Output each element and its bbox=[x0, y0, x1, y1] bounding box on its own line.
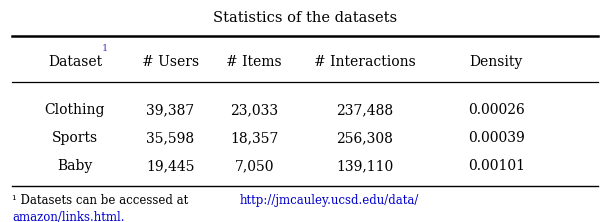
Text: http://jmcauley.ucsd.edu/data/: http://jmcauley.ucsd.edu/data/ bbox=[240, 194, 419, 207]
Text: 0.00101: 0.00101 bbox=[468, 159, 525, 173]
Text: Density: Density bbox=[470, 55, 523, 69]
Text: 139,110: 139,110 bbox=[336, 159, 393, 173]
Text: 19,445: 19,445 bbox=[146, 159, 195, 173]
Text: 7,050: 7,050 bbox=[234, 159, 274, 173]
Text: Dataset: Dataset bbox=[48, 55, 102, 69]
Text: Sports: Sports bbox=[52, 131, 98, 145]
Text: 256,308: 256,308 bbox=[336, 131, 393, 145]
Text: 1: 1 bbox=[102, 44, 108, 54]
Text: 0.00039: 0.00039 bbox=[468, 131, 525, 145]
Text: 18,357: 18,357 bbox=[230, 131, 278, 145]
Text: 23,033: 23,033 bbox=[230, 103, 278, 117]
Text: # Users: # Users bbox=[142, 55, 199, 69]
Text: # Interactions: # Interactions bbox=[314, 55, 415, 69]
Text: Baby: Baby bbox=[57, 159, 93, 173]
Text: ¹ Datasets can be accessed at: ¹ Datasets can be accessed at bbox=[12, 194, 192, 207]
Text: amazon/links.html.: amazon/links.html. bbox=[12, 211, 124, 222]
Text: 35,598: 35,598 bbox=[146, 131, 195, 145]
Text: Clothing: Clothing bbox=[45, 103, 105, 117]
Text: 237,488: 237,488 bbox=[336, 103, 393, 117]
Text: 0.00026: 0.00026 bbox=[468, 103, 525, 117]
Text: # Items: # Items bbox=[226, 55, 282, 69]
Text: 39,387: 39,387 bbox=[146, 103, 195, 117]
Text: Statistics of the datasets: Statistics of the datasets bbox=[213, 11, 397, 25]
